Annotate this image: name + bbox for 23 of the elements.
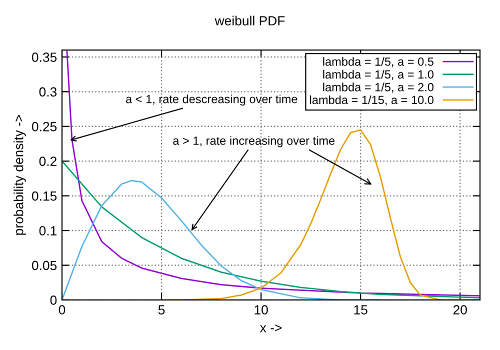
x-tick-label: 10 [254, 305, 268, 315]
x-axis-title: x -> [260, 324, 282, 332]
chart-title: weibull PDF [214, 16, 285, 26]
y-tick-label: 0.05 [32, 260, 57, 270]
y-tick-label: 0.15 [32, 191, 57, 201]
x-tick-label: 20 [453, 305, 467, 315]
x-tick-label: 5 [158, 305, 165, 315]
legend-label: lambda = 1/5, a = 0.5 [323, 57, 434, 68]
y-tick-label: 0.2 [39, 156, 56, 166]
y-axis-title: probability density -> [14, 114, 26, 235]
y-tick-label: 0.1 [39, 226, 56, 236]
x-tick-label: 15 [354, 305, 368, 315]
y-tick-label: 0.3 [39, 87, 57, 97]
x-tick-label: 0 [58, 305, 66, 315]
y-tick-label: 0.25 [32, 122, 57, 132]
y-tick-label: 0 [50, 296, 57, 305]
legend-label: lambda = 1/5, a = 1.0 [323, 70, 434, 80]
legend-label: lambda = 1/5, a = 2.0 [323, 82, 434, 93]
line-series [66, 50, 480, 296]
y-tick-label: 0.35 [32, 52, 57, 62]
annotation: a > 1, rate increasing over time [173, 136, 335, 148]
annotation: a < 1, rate descreasing over time [126, 94, 298, 106]
legend-label: lambda = 1/15, a = 10.0 [310, 95, 434, 106]
